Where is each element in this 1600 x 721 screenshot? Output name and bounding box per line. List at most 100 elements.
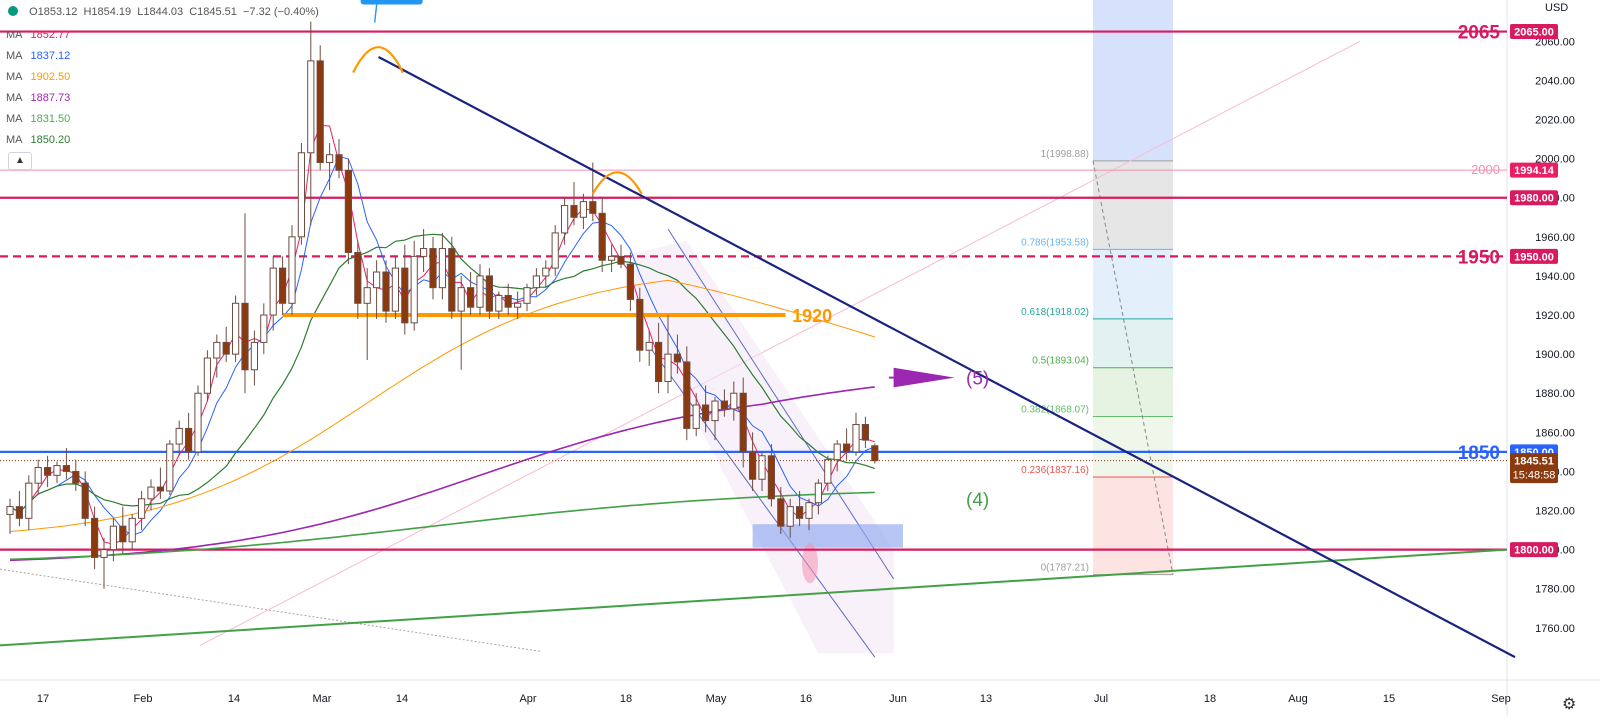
top-arc-march [352,46,404,74]
price-tag-label: 1800.00 [1514,545,1554,557]
candle-up [203,357,212,394]
candle-up [288,236,296,304]
ohlc-change: −7.32 (−0.40%) [242,6,319,18]
candle-down [570,205,578,218]
ohlc-open: O1853.12 [29,6,78,18]
x-axis-tick-label: 15 [1383,693,1395,705]
candle-up [147,486,155,500]
candle-down [354,251,362,304]
candle-up [514,302,522,308]
peak-price-callout [360,0,423,5]
market-status-icon [8,6,18,16]
ma-legend-item[interactable]: MA 1837.12 [6,50,71,62]
candle-down [796,506,804,519]
wave-4-label: (4) [966,490,989,511]
candle-down [843,443,851,453]
candles-layer [6,21,879,589]
x-axis-tick-label: Feb [134,693,153,705]
fib-level-label: 0(1787.21) [1041,563,1089,574]
candle-up [363,287,371,304]
fib-level-label: 0.786(1953.58) [1021,237,1089,248]
peak-price-label: 2058.86 [370,0,414,2]
fib-level-label: 0.5(1893.04) [1032,356,1089,367]
candle-down [44,467,52,476]
candle-down [279,267,287,304]
collapse-legend-button[interactable]: ▲ [8,152,32,170]
candle-up [579,201,587,218]
candle-up [561,205,569,234]
y-axis-tick-label: 1940.00 [1535,271,1575,283]
candle-up [805,502,813,519]
candle-up [495,294,503,312]
candle-down [871,445,879,462]
ma-legend-item[interactable]: MA 1850.20 [6,134,71,146]
y-axis-tick-label: 1820.00 [1535,506,1575,518]
last-price-tag [1510,453,1558,484]
candle-up [34,467,42,484]
x-axis-tick-label: 18 [620,693,632,705]
candle-up [307,60,315,154]
candle-up [833,443,841,461]
candle-up [109,525,118,551]
last-price-label: 1845.51 [1514,456,1554,468]
y-axis-tick-label: 2040.00 [1535,75,1575,87]
ma-value: 1902.50 [30,71,71,83]
level-text-label: 2000 [1471,162,1500,177]
candle-down [617,255,625,265]
overlay-layer: 2058.86 (5) (4) 2065 2000 1950 1850 [0,0,1516,659]
y-axis-tick-label: 1960.00 [1535,232,1575,244]
orange-level-label: 1920 [792,306,832,326]
fib-level-label: 0.382(1868.07) [1021,405,1089,416]
candle-up [420,248,428,257]
candle-up [692,404,700,429]
candle-down [683,361,691,429]
gear-icon[interactable]: ⚙ [1562,696,1577,713]
ma-legend-item[interactable]: MA 1887.73 [6,92,71,104]
y-axis-tick-label: 2060.00 [1535,36,1575,48]
ma-legend-item[interactable]: MA 1902.50 [6,71,71,83]
x-axis-tick-label: Sep [1491,693,1511,705]
candle-down [739,392,747,453]
candle-down [81,482,89,519]
candle-down [156,486,165,492]
fib-zone [1093,367,1173,417]
currency-label[interactable]: USD [1545,2,1569,14]
candle-down [485,275,493,312]
price-tag-label: 1950.00 [1514,251,1554,263]
price-tag-label: 1980.00 [1514,193,1554,205]
x-axis-tick-label: 14 [396,693,408,705]
x-axis-tick-label: 14 [228,693,240,705]
ma-value: 1837.12 [30,50,71,62]
ma-legend-item[interactable]: MA 1831.50 [6,113,71,125]
candle-up [608,255,616,261]
candle-down [335,154,343,171]
x-axis-tick-label: 17 [37,693,49,705]
wave-5-label: (5) [966,369,989,390]
y-axis-tick-label: 2020.00 [1535,115,1575,127]
price-tag [1510,162,1558,178]
candle-down [749,451,757,480]
x-axis-tick-label: Aug [1288,693,1308,705]
candle-up [542,267,550,277]
ma-legend-item[interactable]: MA 1852.77 [6,29,71,41]
y-axis-tick-label: 1920.00 [1535,310,1575,322]
price-tag-label: 1994.14 [1514,165,1555,177]
arrow-left-icon [893,367,955,388]
candle-up [194,392,202,453]
candle-up [166,443,174,492]
ma-value: 1852.77 [30,29,71,41]
level-text-label: 2065 [1458,23,1501,44]
candle-down [62,465,70,472]
candle-down [467,287,475,308]
x-axis-tick-label: Apr [519,693,536,705]
candle-up [213,341,221,359]
x-axis-tick-label: Mar [313,693,332,705]
fib-zone [1093,160,1173,250]
candle-down [72,470,80,484]
candle-down [673,353,681,363]
candle-up [232,302,240,355]
candle-down [720,400,728,410]
price-tag [1510,190,1558,206]
